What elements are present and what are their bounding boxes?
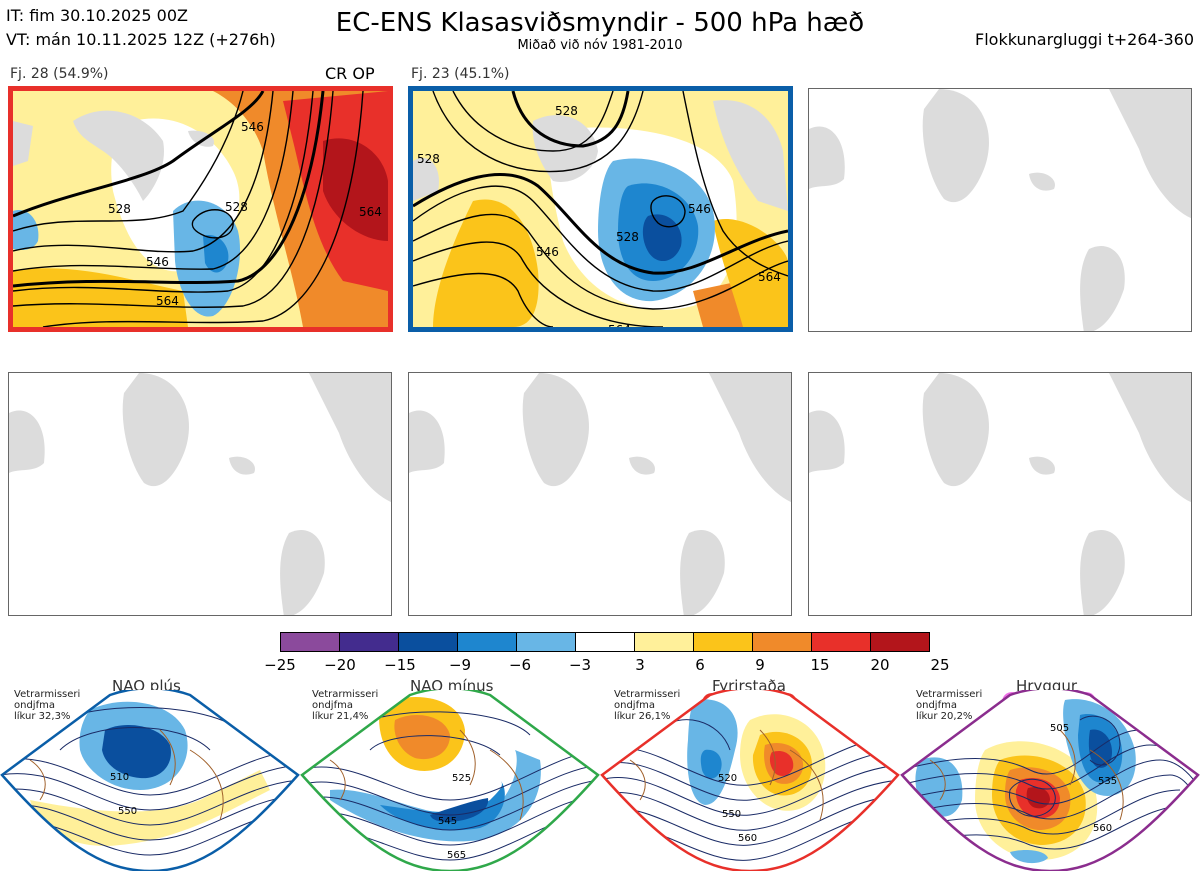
colorbar-tick-label: 25	[930, 656, 950, 674]
colorbar-tick-label: 3	[635, 656, 645, 674]
colorbar-swatch	[457, 632, 517, 652]
contour-label: 550	[722, 809, 741, 820]
panel-1-tag: CR OP	[325, 64, 375, 83]
contour-label: 546	[241, 120, 264, 134]
contour-label: 564	[758, 270, 781, 284]
colorbar-swatch	[516, 632, 576, 652]
regime-3-map: 520 550 560	[600, 690, 900, 871]
colorbar-swatch	[811, 632, 871, 652]
cluster-panel-2[interactable]: 528 528 546 528 546 564 564	[408, 86, 793, 332]
init-time: IT: fim 30.10.2025 00Z	[6, 6, 188, 25]
regime-2-note: Vetrarmisseri ondjfma líkur 21,4%	[312, 689, 379, 722]
empty-map-panel	[808, 88, 1192, 332]
colorbar-tick-label: 6	[695, 656, 705, 674]
regime-2-map: 525 545 565	[300, 690, 600, 871]
contour-label: 564	[608, 323, 631, 327]
colorbar-tick-label: 20	[870, 656, 890, 674]
page-title: EC-ENS Klasasviðsmyndir - 500 hPa hæð	[335, 8, 865, 38]
regime-4-note: Vetrarmisseri ondjfma líkur 20,2%	[916, 689, 983, 722]
regime-3-note: Vetrarmisseri ondjfma líkur 26,1%	[614, 689, 681, 722]
contour-label: 564	[156, 294, 179, 308]
contour-label: 505	[1050, 723, 1069, 734]
colorbar-tick-label: −25	[264, 656, 296, 674]
regime-1-map: 510 550	[0, 690, 300, 871]
colorbar-swatch	[634, 632, 694, 652]
contour-label: 564	[359, 205, 382, 219]
contour-label: 510	[110, 772, 129, 783]
colorbar-tick-label: −6	[508, 656, 532, 674]
colorbar-tick-label: −9	[448, 656, 472, 674]
contour-label: 545	[438, 816, 457, 827]
contour-label: 560	[738, 833, 757, 844]
contour-label: 528	[225, 200, 248, 214]
contour-label: 528	[417, 152, 440, 166]
colorbar-tick-label: 15	[810, 656, 830, 674]
colorbar-swatch	[575, 632, 635, 652]
contour-label: 560	[1093, 823, 1112, 834]
cluster-panel-1[interactable]: 528 546 564 546 528 564	[8, 86, 393, 332]
empty-map-panel	[8, 372, 392, 616]
colorbar-swatch	[398, 632, 458, 652]
contour-label: 528	[616, 230, 639, 244]
contour-label: 546	[536, 245, 559, 259]
contour-label: 546	[688, 202, 711, 216]
colorbar-swatch	[870, 632, 930, 652]
colorbar-swatch	[752, 632, 812, 652]
empty-map-panel	[408, 372, 792, 616]
contour-label: 550	[118, 806, 137, 817]
cluster-map-2: 528 528 546 528 546 564 564	[413, 91, 788, 327]
contour-label: 525	[452, 773, 471, 784]
clustering-window: Flokkunargluggi t+264-360	[975, 30, 1194, 49]
colorbar-swatch	[693, 632, 753, 652]
page-subtitle: Miðað við nóv 1981-2010	[517, 38, 683, 53]
colorbar-tick-label: −3	[568, 656, 592, 674]
regime-1-note: Vetrarmisseri ondjfma líkur 32,3%	[14, 689, 81, 722]
colorbar-swatch	[280, 632, 340, 652]
valid-time: VT: mán 10.11.2025 12Z (+276h)	[6, 30, 276, 49]
empty-map-panel	[808, 372, 1192, 616]
contour-label: 535	[1098, 776, 1117, 787]
contour-label: 528	[555, 104, 578, 118]
contour-label: 528	[108, 202, 131, 216]
colorbar-tick-label: −20	[324, 656, 356, 674]
panel-2-label: Fj. 23 (45.1%)	[411, 66, 510, 82]
contour-label: 546	[146, 255, 169, 269]
cluster-map-1: 528 546 564 546 528 564	[13, 91, 388, 327]
colorbar-swatch	[339, 632, 399, 652]
contour-label: 565	[447, 850, 466, 861]
contour-label: 520	[718, 773, 737, 784]
colorbar-tick-label: −15	[384, 656, 416, 674]
colorbar	[280, 632, 930, 652]
regime-4-map: 505 535 560	[900, 690, 1200, 871]
panel-1-label: Fj. 28 (54.9%)	[10, 66, 109, 82]
colorbar-tick-label: 9	[755, 656, 765, 674]
